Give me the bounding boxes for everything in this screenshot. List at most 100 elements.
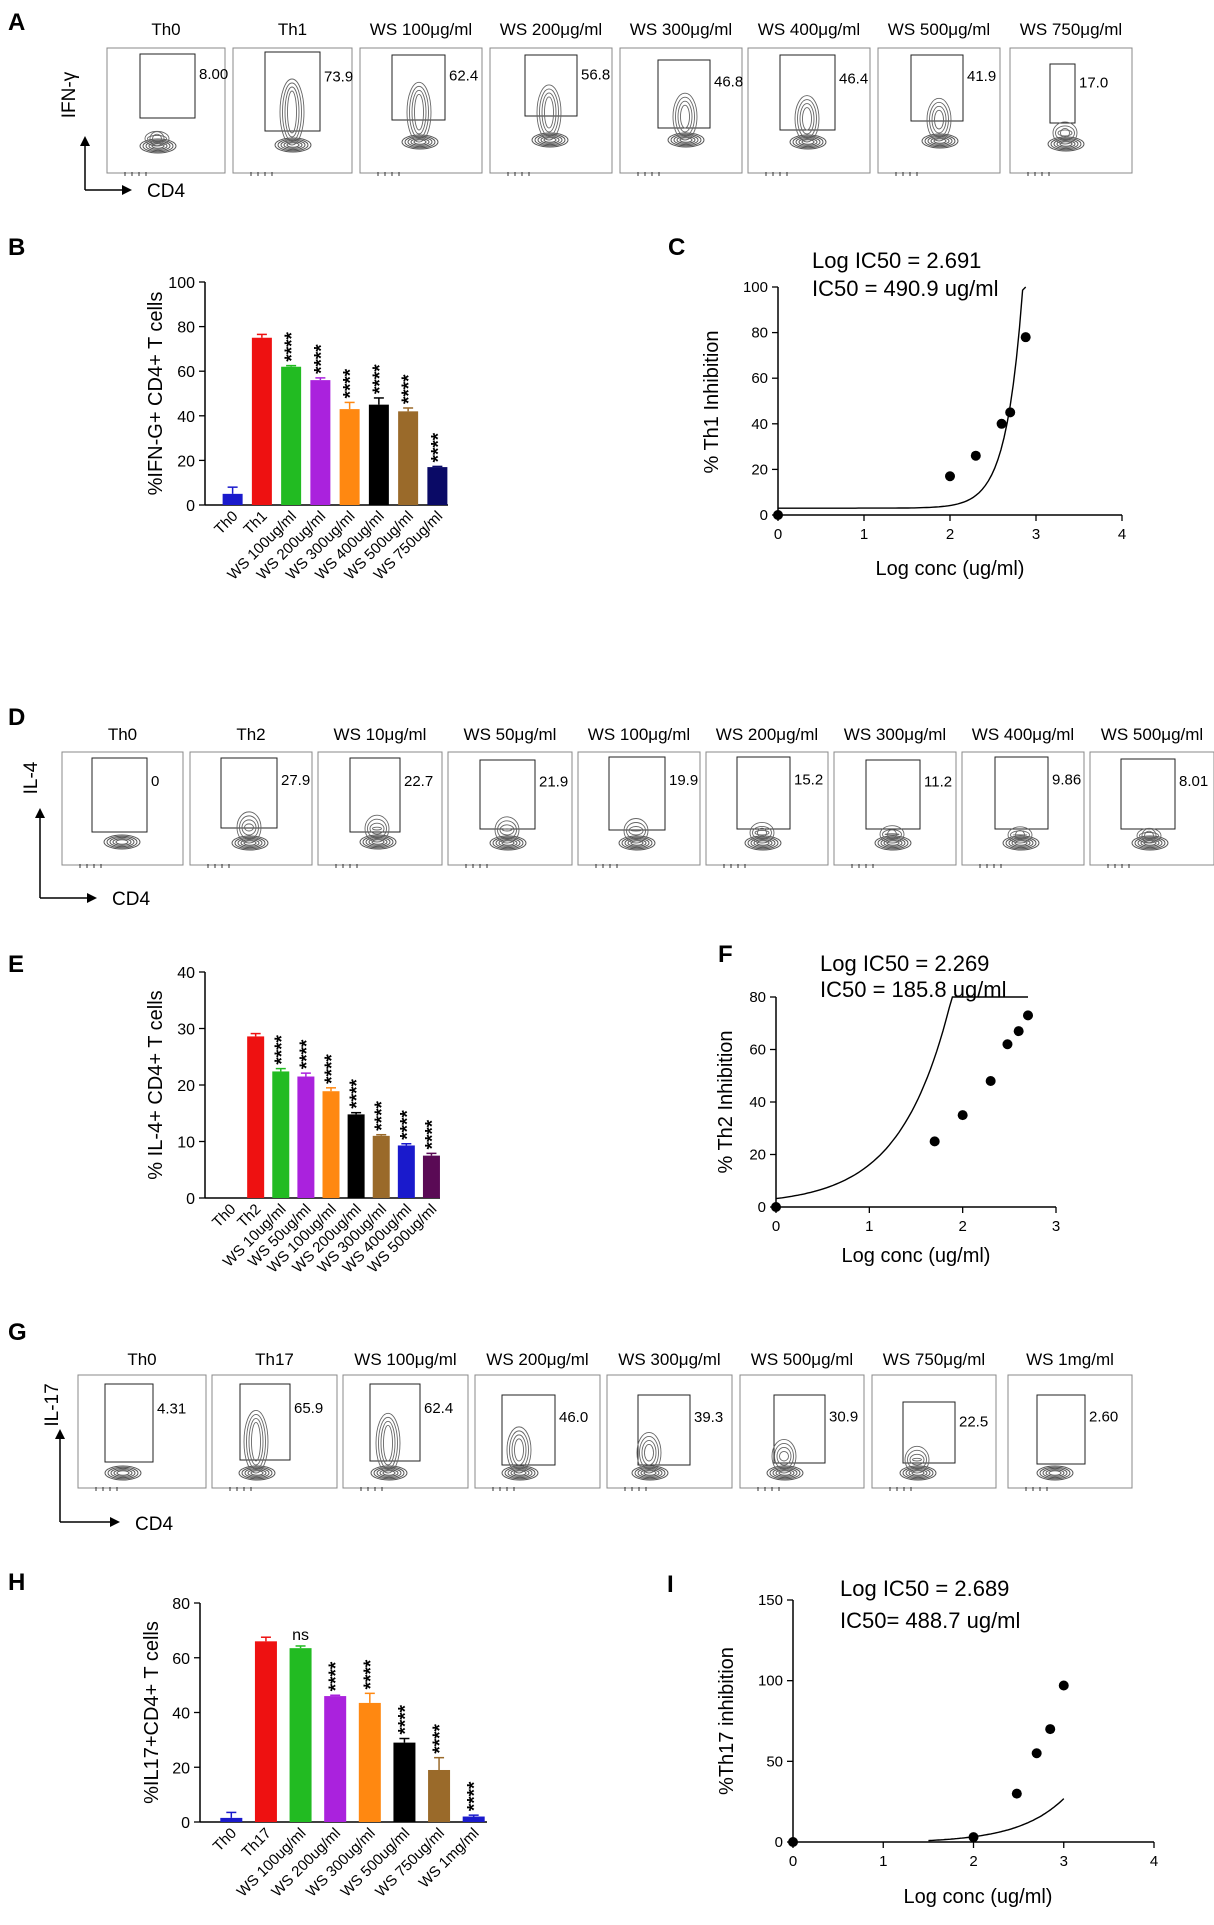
significance-label: **** [347, 1079, 368, 1109]
contour-ring [934, 109, 944, 130]
y-tick-label: 0 [760, 507, 768, 524]
contour-ring [499, 824, 515, 836]
contour-ring [797, 99, 817, 139]
contour-ring [236, 811, 262, 844]
significance-label: ns [292, 1627, 309, 1644]
data-point [968, 1832, 979, 1843]
contour-population [531, 84, 569, 148]
contour-ring [531, 132, 569, 148]
data-point [945, 471, 955, 482]
contour-ring [367, 818, 387, 839]
significance-label: **** [322, 1054, 343, 1084]
flow-plot-title: WS 500μg/ml [888, 20, 990, 39]
contour-ring [628, 826, 644, 836]
contour-ring [1137, 837, 1163, 849]
gate-box [391, 54, 446, 121]
contour-ring [776, 1446, 792, 1466]
y-tick-label: 60 [177, 364, 195, 381]
contour-ring [1140, 839, 1160, 847]
gate-percentage: 22.7 [404, 773, 433, 790]
contour-ring [757, 827, 767, 838]
flow-plot-title: Th2 [236, 725, 265, 744]
significance-label: **** [370, 364, 391, 394]
contour-ring [376, 1467, 402, 1479]
contour-ring [404, 135, 436, 149]
contour-ring [627, 839, 647, 847]
y-tick-label: 10 [177, 1135, 195, 1152]
contour-ring [634, 1466, 666, 1480]
contour-ring [874, 835, 912, 851]
gate-percentage: 46.8 [714, 73, 743, 90]
contour-ring [921, 133, 959, 149]
contour-population [401, 81, 439, 150]
dose-response-chart-C: 0 20 40 60 80 100 0 1 2 3 4 Log conc (ug/ml) % Th1 I… [701, 248, 1126, 580]
data-point [1011, 1788, 1022, 1799]
flow-y-label: IFN-γ [59, 71, 80, 118]
arrow-up-icon [80, 136, 90, 146]
contour-population [789, 95, 827, 150]
y-tick-label: 60 [749, 1042, 766, 1059]
contour-ring [672, 92, 698, 141]
contour-ring [1007, 826, 1033, 844]
flow-plot-title: WS 200μg/ml [500, 20, 602, 39]
contour-population [501, 1426, 539, 1481]
contour-ring [239, 815, 259, 840]
flow-plot-frame [705, 751, 829, 866]
y-axis-label: %IFN-G+ CD4+ T cells [145, 292, 167, 496]
contour-ring [371, 839, 385, 845]
contour-ring [931, 105, 947, 134]
contour-ring [372, 826, 382, 831]
flow-plot-title: WS 10μg/ml [334, 725, 427, 744]
contour-ring [104, 1465, 142, 1481]
contour-ring [507, 1467, 533, 1479]
contour-population [238, 1409, 276, 1481]
contour-ring [248, 1417, 264, 1466]
contour-ring [644, 1443, 654, 1462]
contour-ring [380, 1420, 396, 1466]
contour-population [274, 78, 312, 153]
contour-ring [243, 840, 257, 846]
contour-population [899, 1445, 937, 1481]
flow-plot-title: Th17 [255, 1350, 294, 1369]
contour-ring [231, 835, 269, 851]
contour-ring [107, 1466, 139, 1480]
flow-plot-frame [489, 47, 613, 174]
data-point [1020, 332, 1031, 343]
x-axis-label: Log conc (ug/ml) [876, 558, 1025, 580]
gate-percentage: 56.8 [581, 66, 610, 83]
flow-plot: WS 400μg/ml 46.4 [747, 20, 871, 176]
ic50-annotation: IC50= 488.7 ug/ml [840, 1608, 1020, 1633]
flow-plot-title: WS 400μg/ml [758, 20, 860, 39]
contour-ring [618, 835, 656, 851]
contour-ring [749, 821, 775, 844]
contour-ring [139, 138, 177, 154]
significance-label: **** [311, 344, 332, 374]
gate-box [865, 759, 921, 830]
contour-population [231, 811, 269, 851]
contour-ring [1053, 138, 1079, 150]
y-tick-label: 0 [758, 1199, 766, 1216]
flow-plot-title: WS 300μg/ml [630, 20, 732, 39]
contour-ring [908, 1469, 928, 1477]
contour-ring [244, 823, 254, 832]
bar [358, 1702, 381, 1822]
contour-ring [911, 1470, 925, 1476]
gate-percentage: 22.5 [959, 1413, 988, 1430]
flow-plot: Th2 27.9 [189, 725, 313, 868]
panel-letter-F: F [718, 941, 733, 968]
category-label: Th0 [210, 1825, 240, 1855]
flow-plot-frame [61, 751, 184, 866]
significance-label: **** [428, 432, 449, 462]
gate-percentage: 46.4 [839, 71, 868, 88]
contour-ring [1139, 831, 1159, 840]
contour-ring [277, 138, 309, 152]
flow-plot: WS 100μg/ml 62.4 [359, 20, 483, 176]
contour-ring [287, 90, 297, 134]
bar [427, 467, 448, 505]
contour-ring [750, 837, 776, 849]
data-point [957, 1110, 968, 1121]
contour-ring [675, 96, 695, 137]
contour-ring [1141, 828, 1157, 844]
